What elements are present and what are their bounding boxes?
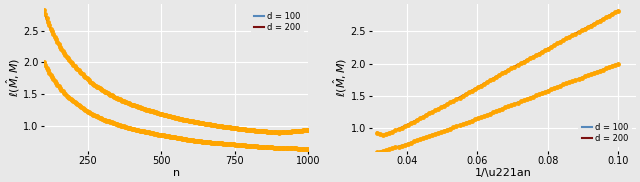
X-axis label: n: n: [173, 168, 180, 178]
Legend: d = 100, d = 200: d = 100, d = 200: [251, 8, 304, 35]
Y-axis label: $\ell(\hat{M},M)$: $\ell(\hat{M},M)$: [4, 58, 22, 97]
Legend: d = 100, d = 200: d = 100, d = 200: [579, 120, 632, 147]
X-axis label: 1/\u221an: 1/\u221an: [476, 168, 532, 178]
Y-axis label: $\ell(\hat{M},M)$: $\ell(\hat{M},M)$: [332, 58, 349, 97]
